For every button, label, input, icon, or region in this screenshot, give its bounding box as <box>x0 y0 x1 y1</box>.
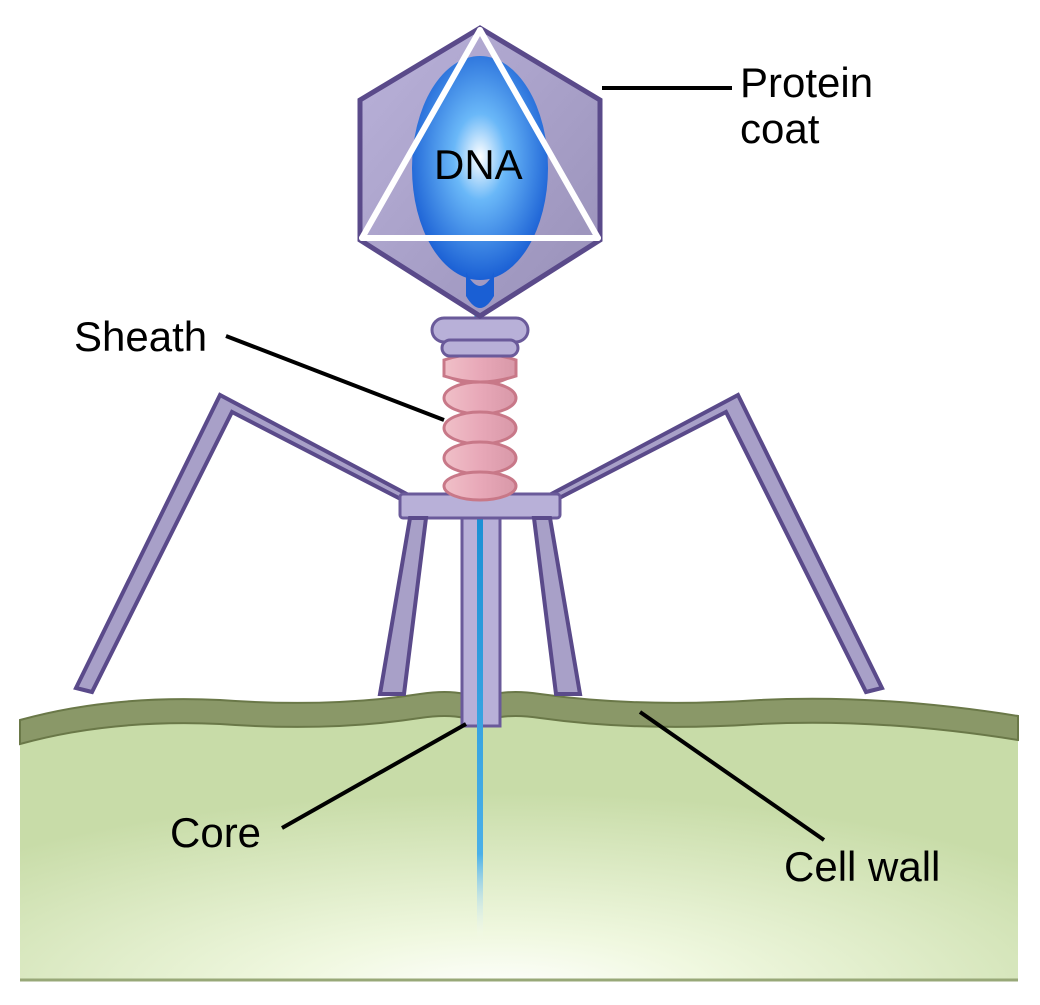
label-core: Core <box>170 810 261 856</box>
label-dna: DNA <box>434 142 523 188</box>
label-protein-coat-line2: coat <box>740 105 819 152</box>
label-protein-coat-line1: Protein <box>740 59 873 106</box>
label-sheath: Sheath <box>74 314 207 360</box>
collar <box>432 318 528 356</box>
sheath <box>444 352 516 500</box>
bacteriophage-diagram: DNA Protein coat Sheath Core Cell wall <box>0 0 1040 1000</box>
label-protein-coat: Protein coat <box>740 60 873 152</box>
label-cell-wall: Cell wall <box>784 844 940 890</box>
